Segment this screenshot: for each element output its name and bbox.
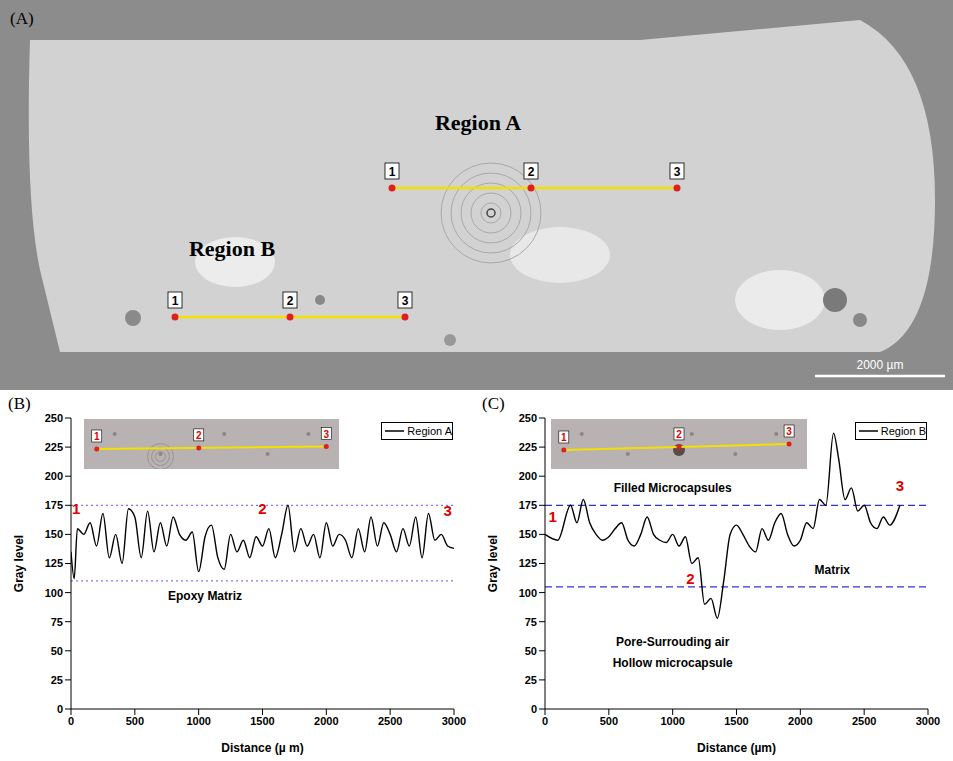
svg-text:150: 150 (45, 528, 63, 540)
svg-text:175: 175 (45, 499, 63, 511)
svg-text:2500: 2500 (852, 715, 876, 727)
svg-text:1: 1 (94, 431, 100, 442)
svg-text:250: 250 (519, 412, 537, 424)
svg-text:150: 150 (519, 528, 537, 540)
svg-text:(A): (A) (10, 9, 34, 28)
html-text:(C): (C) (482, 394, 505, 413)
svg-text:Hollow microcapsule: Hollow microcapsule (613, 656, 733, 670)
svg-text:2: 2 (287, 294, 294, 308)
svg-text:1: 1 (72, 500, 80, 517)
svg-text:500: 500 (126, 715, 144, 727)
svg-text:0: 0 (68, 715, 74, 727)
svg-text:2500: 2500 (378, 715, 402, 727)
svg-text:Distance (µm): Distance (µm) (697, 741, 776, 755)
svg-text:0: 0 (542, 715, 548, 727)
svg-text:175: 175 (519, 499, 537, 511)
html-text:Region A: Region A (407, 425, 452, 437)
svg-text:1000: 1000 (660, 715, 684, 727)
html-text:(B): (B) (8, 394, 31, 413)
svg-text:1: 1 (561, 432, 567, 443)
svg-text:3000: 3000 (916, 715, 940, 727)
svg-text:50: 50 (525, 645, 537, 657)
svg-text:0: 0 (57, 703, 63, 715)
svg-text:2000 µm: 2000 µm (857, 358, 904, 372)
svg-text:100: 100 (45, 587, 63, 599)
svg-text:225: 225 (45, 441, 63, 453)
svg-text:Gray level: Gray level (12, 535, 26, 592)
svg-text:3: 3 (402, 294, 409, 308)
svg-text:25: 25 (51, 674, 63, 686)
svg-text:3000: 3000 (442, 715, 466, 727)
svg-text:Pore-Surrouding air: Pore-Surrouding air (616, 635, 730, 649)
svg-text:Region A: Region A (435, 110, 521, 135)
svg-text:250: 250 (45, 412, 63, 424)
svg-text:200: 200 (519, 470, 537, 482)
svg-text:100: 100 (519, 587, 537, 599)
svg-text:1500: 1500 (250, 715, 274, 727)
svg-text:200: 200 (45, 470, 63, 482)
svg-text:125: 125 (519, 557, 537, 569)
svg-text:225: 225 (519, 441, 537, 453)
svg-text:2: 2 (676, 429, 682, 440)
svg-text:75: 75 (51, 616, 63, 628)
svg-text:2000: 2000 (788, 715, 812, 727)
svg-text:75: 75 (525, 616, 537, 628)
svg-text:2: 2 (686, 570, 694, 587)
svg-text:Region B: Region B (189, 236, 276, 261)
svg-text:0: 0 (531, 703, 537, 715)
html-text:Region B: Region B (880, 425, 926, 437)
svg-text:2: 2 (528, 165, 535, 179)
svg-text:2: 2 (258, 500, 266, 517)
svg-text:1: 1 (389, 165, 396, 179)
svg-text:2: 2 (196, 430, 202, 441)
svg-text:Distance (µ m): Distance (µ m) (221, 741, 303, 755)
svg-text:3: 3 (786, 426, 792, 437)
svg-text:1: 1 (548, 508, 556, 525)
svg-text:3: 3 (674, 165, 681, 179)
svg-text:Epoxy Matriz: Epoxy Matriz (168, 589, 242, 603)
svg-text:2000: 2000 (314, 715, 338, 727)
svg-text:25: 25 (525, 674, 537, 686)
svg-text:Gray level: Gray level (486, 535, 500, 592)
svg-text:1: 1 (172, 294, 179, 308)
svg-text:3: 3 (443, 502, 451, 519)
svg-text:Filled Microcapsules: Filled Microcapsules (614, 481, 732, 495)
svg-text:3: 3 (323, 429, 329, 440)
svg-text:1500: 1500 (724, 715, 748, 727)
svg-text:500: 500 (600, 715, 618, 727)
svg-text:Matrix: Matrix (815, 563, 851, 577)
svg-text:3: 3 (896, 477, 904, 494)
svg-text:50: 50 (51, 645, 63, 657)
svg-text:125: 125 (45, 557, 63, 569)
svg-text:1000: 1000 (186, 715, 210, 727)
